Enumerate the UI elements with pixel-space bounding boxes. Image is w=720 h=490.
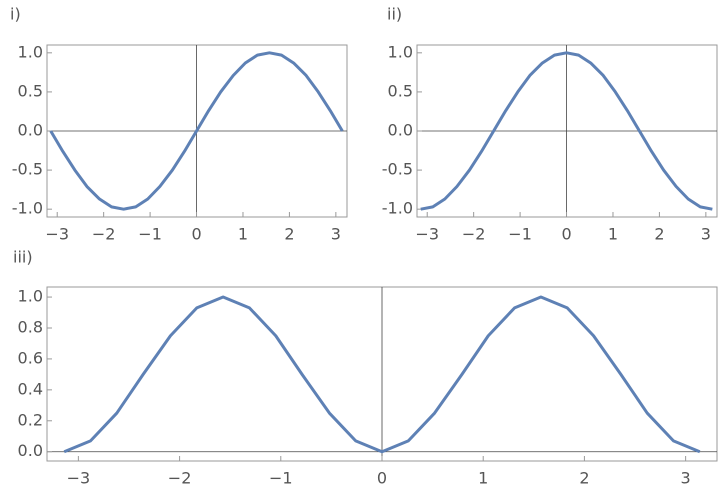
- x-tick-label: 0: [377, 469, 387, 488]
- x-tick-label: 2: [654, 225, 664, 244]
- x-tick-label: 1: [608, 225, 618, 244]
- y-tick-label: 0.0: [18, 441, 43, 460]
- y-tick-label: 0.6: [18, 348, 43, 367]
- panel-label: ii): [387, 5, 402, 24]
- x-tick-label: 3: [331, 225, 341, 244]
- y-tick-label: -0.5: [382, 160, 413, 179]
- x-tick-label: 0: [191, 225, 201, 244]
- curve: [49, 51, 344, 211]
- x-tick-label: −1: [508, 225, 532, 244]
- x-tick-label: −3: [45, 225, 69, 244]
- x-tick-label: 1: [238, 225, 248, 244]
- y-tick-label: -1.0: [12, 199, 43, 218]
- x-tick-label: 2: [579, 469, 589, 488]
- x-tick-label: −2: [92, 225, 116, 244]
- curve: [420, 51, 713, 211]
- x-tick-label: 3: [681, 469, 691, 488]
- x-tick-label: −3: [415, 225, 439, 244]
- y-tick-label: 0.5: [388, 81, 413, 100]
- x-tick-label: 2: [284, 225, 294, 244]
- y-tick-label: -0.5: [12, 160, 43, 179]
- x-tick-label: −1: [269, 469, 293, 488]
- y-tick-label: 1.0: [18, 42, 43, 61]
- panel-label: iii): [13, 248, 33, 267]
- y-tick-label: 0.5: [18, 81, 43, 100]
- x-tick-label: −1: [138, 225, 162, 244]
- y-tick-label: 1.0: [18, 287, 43, 306]
- curve: [63, 295, 701, 454]
- x-tick-label: −2: [462, 225, 486, 244]
- y-tick-label: 0.8: [18, 317, 43, 336]
- x-tick-label: −2: [168, 469, 192, 488]
- x-tick-label: −3: [67, 469, 91, 488]
- panel-label: i): [10, 5, 21, 24]
- y-tick-label: 0.0: [388, 121, 413, 140]
- y-tick-label: -1.0: [382, 199, 413, 218]
- y-tick-label: 0.2: [18, 410, 43, 429]
- x-tick-label: 1: [478, 469, 488, 488]
- y-tick-label: 0.0: [18, 121, 43, 140]
- y-tick-label: 0.4: [18, 379, 43, 398]
- x-tick-label: 0: [561, 225, 571, 244]
- x-tick-label: 3: [701, 225, 711, 244]
- y-tick-label: 1.0: [388, 42, 413, 61]
